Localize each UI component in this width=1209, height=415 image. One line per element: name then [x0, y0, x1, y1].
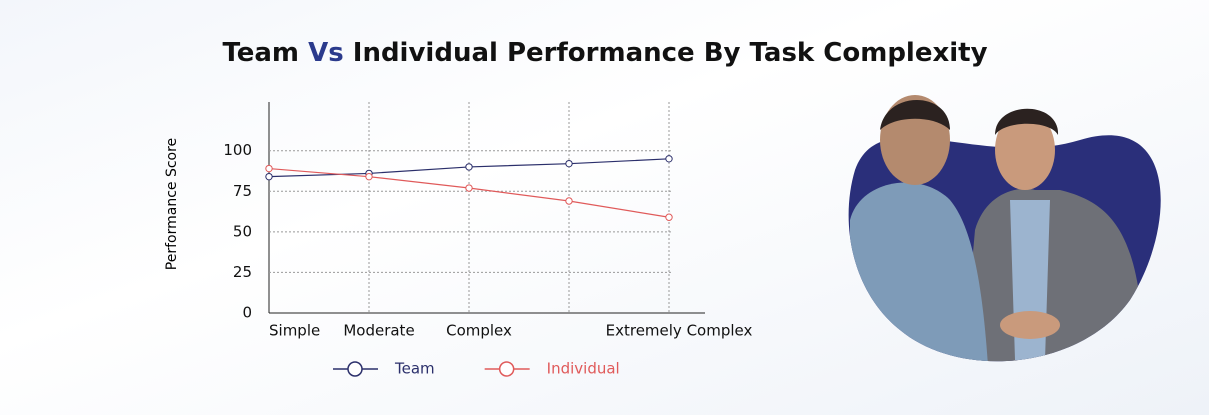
x-tick-label: Extremely Complex — [606, 322, 753, 340]
chart-title: Team Vs Individual Performance By Task C… — [222, 38, 987, 68]
legend-label: Team — [394, 360, 435, 378]
point — [565, 197, 573, 205]
point — [665, 155, 673, 163]
x-tick-label: Complex — [446, 322, 512, 340]
legend-marker — [347, 361, 363, 377]
y-tick-label: 75 — [233, 182, 252, 200]
title-part: Team — [222, 38, 299, 68]
point — [365, 172, 373, 181]
y-tick-label: 25 — [233, 263, 252, 281]
legend-marker — [498, 361, 515, 377]
x-tick-label: Moderate — [343, 322, 414, 340]
y-tick-label: 50 — [233, 222, 252, 240]
y-axis-label: Performance Score — [164, 138, 180, 270]
point — [465, 184, 473, 192]
photo — [848, 95, 1161, 362]
title-part: Individual Performance By Task Complexit… — [353, 38, 988, 68]
y-tick-label: 0 — [242, 304, 252, 322]
title-part: Vs — [308, 38, 344, 68]
point — [665, 213, 673, 221]
point — [565, 159, 573, 168]
point — [465, 163, 473, 171]
y-tick-label: 100 — [223, 141, 252, 159]
point — [265, 164, 273, 173]
x-tick-label: Simple — [269, 322, 320, 340]
legend-label: Individual — [547, 360, 620, 378]
point — [265, 172, 273, 181]
